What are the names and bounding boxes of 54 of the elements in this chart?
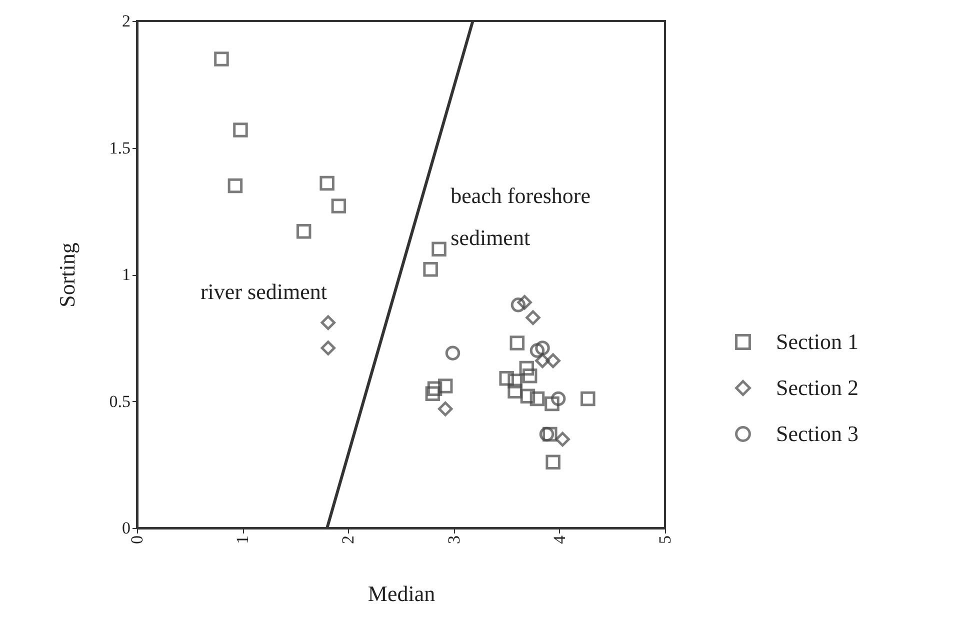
- point: [508, 384, 522, 398]
- y-tick-label: 2: [122, 12, 130, 30]
- x-tick-label: 0: [128, 536, 146, 544]
- point: [445, 346, 460, 360]
- y-tick-label: 1: [122, 265, 130, 284]
- x-tick-label: 1: [233, 536, 252, 544]
- point: [526, 310, 540, 325]
- point: [555, 432, 570, 447]
- point: [331, 198, 346, 214]
- point: [432, 242, 446, 257]
- point: [520, 388, 536, 404]
- x-axis-title: Median: [368, 581, 436, 606]
- point: [423, 262, 438, 277]
- x-tick-label: 5: [656, 536, 674, 544]
- point: [535, 340, 550, 356]
- point: [508, 374, 522, 388]
- x-tick-label: 2: [338, 536, 358, 544]
- point: [522, 368, 538, 384]
- point: [580, 391, 596, 406]
- point: [320, 315, 336, 330]
- point: [425, 386, 440, 402]
- annotation: beach foreshore sediment: [450, 182, 591, 250]
- point: [427, 381, 442, 396]
- point: [546, 353, 560, 368]
- point: [530, 391, 545, 406]
- point: [510, 336, 525, 350]
- point: [228, 178, 243, 194]
- x-tick-label: 4: [550, 535, 569, 544]
- annotation: river sediment: [200, 279, 327, 304]
- point: [517, 295, 532, 310]
- point: [320, 176, 334, 191]
- point: [542, 426, 558, 442]
- point: [438, 378, 453, 394]
- legend-label: Section 2: [776, 375, 858, 400]
- point: [296, 224, 312, 239]
- point: [550, 391, 566, 406]
- point: [530, 343, 545, 358]
- point: [320, 340, 336, 356]
- point: [233, 122, 248, 138]
- point: [438, 401, 453, 416]
- point: [499, 371, 514, 386]
- y-tick-label: 0.5: [109, 392, 130, 411]
- legend-label: Section 1: [776, 329, 858, 354]
- point: [535, 353, 550, 368]
- point: [214, 52, 229, 66]
- point: [546, 454, 560, 470]
- point: [510, 298, 526, 312]
- x-tick-label: 3: [444, 536, 464, 544]
- point: [539, 426, 554, 442]
- legend-label: Section 3: [776, 421, 858, 446]
- point: [519, 360, 534, 376]
- y-axis-title: Sorting: [54, 242, 80, 308]
- point: [544, 396, 560, 412]
- y-tick-label: 1.5: [109, 138, 130, 158]
